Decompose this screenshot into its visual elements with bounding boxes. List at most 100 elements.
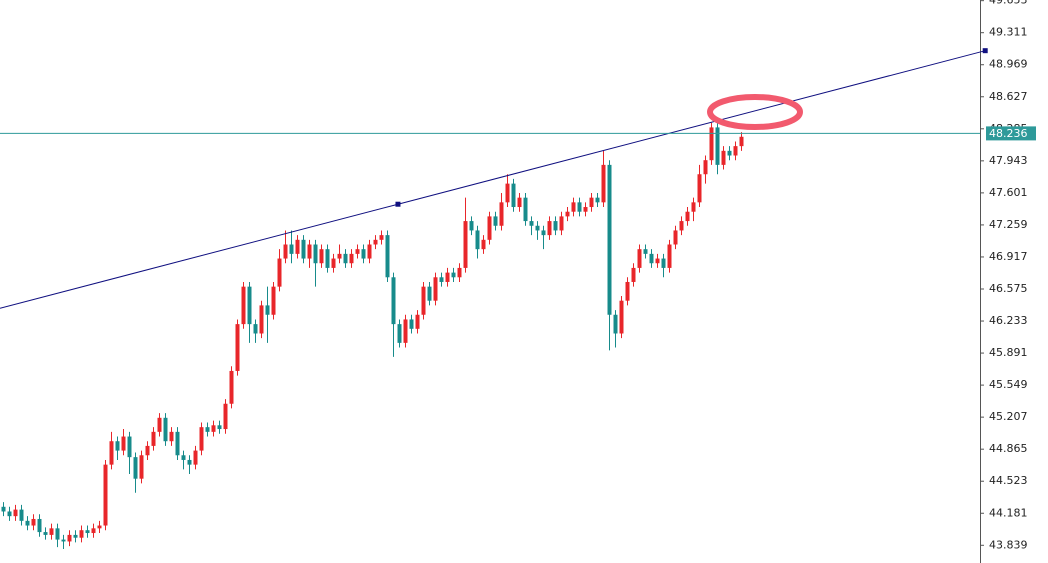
candle-body (103, 464, 108, 526)
candle-body (553, 221, 558, 231)
candle-body (679, 221, 684, 231)
candle-body (133, 457, 138, 479)
candle-body (451, 272, 456, 278)
candle-body (241, 286, 246, 325)
candle-body (61, 539, 66, 542)
candle-body (625, 281, 630, 301)
candle-body (439, 277, 444, 282)
candle-body (49, 528, 54, 535)
candle-body (121, 436, 126, 451)
candle-body (385, 235, 390, 278)
candle-body (373, 239, 378, 245)
trendline (397, 50, 986, 205)
candle-body (307, 244, 312, 259)
candle-body (577, 202, 582, 212)
candle-body (229, 370, 234, 404)
y-tick-label: 47.259 (989, 218, 1028, 231)
candle-body (649, 253, 654, 264)
candle-body (181, 455, 186, 460)
trendline-handle (982, 48, 988, 54)
candle-body (151, 431, 156, 446)
candle-body (685, 211, 690, 222)
candle-body (331, 258, 336, 268)
candle-body (175, 431, 180, 456)
candle-body (157, 417, 162, 432)
candle-body (655, 258, 660, 264)
candle-body (67, 534, 72, 542)
candle-body (583, 207, 588, 212)
candle-body (481, 239, 486, 250)
candle-body (79, 530, 84, 538)
trendline-handle (395, 201, 401, 207)
candle-body (739, 136, 744, 147)
candle-body (427, 286, 432, 301)
y-tick-label: 45.891 (989, 346, 1028, 359)
candle-body (529, 221, 534, 226)
y-tick-label: 46.233 (989, 314, 1028, 327)
candle-body (37, 518, 42, 533)
candle-body (547, 221, 552, 236)
candle-body (397, 324, 402, 343)
candle-body (205, 427, 210, 432)
candle-body (313, 244, 318, 264)
y-tick-label: 44.181 (989, 506, 1028, 519)
candle-body (523, 197, 528, 222)
candle-body (247, 286, 252, 325)
candle-body (469, 221, 474, 231)
candle-body (619, 300, 624, 334)
candle-body (607, 164, 612, 315)
candle-body (277, 258, 282, 287)
candle-body (595, 197, 600, 203)
y-tick-label: 48.627 (989, 90, 1028, 103)
candle-body (325, 249, 330, 268)
candle-body (19, 509, 24, 521)
candle-body (703, 160, 708, 175)
candle-body (349, 253, 354, 264)
candle-body (163, 417, 168, 442)
candle-body (709, 127, 714, 161)
candle-body (637, 249, 642, 268)
candle-body (55, 528, 60, 540)
candle-body (211, 425, 216, 432)
candle-body (265, 305, 270, 315)
candle-body (391, 277, 396, 325)
highlight-ellipse (707, 94, 803, 130)
candle-body (271, 286, 276, 315)
candle-body (97, 525, 102, 529)
candle-body (127, 436, 132, 458)
y-tick-label: 43.839 (989, 538, 1028, 551)
candle-body (1, 506, 6, 512)
y-tick-label: 45.549 (989, 378, 1028, 391)
y-tick-label: 47.943 (989, 154, 1028, 167)
candle-body (199, 427, 204, 451)
candle-body (91, 528, 96, 534)
candle-body (235, 324, 240, 371)
candle-body (445, 272, 450, 282)
candle-body (697, 174, 702, 203)
candle-body (355, 249, 360, 254)
candle-body (253, 324, 258, 334)
candle-body (667, 244, 672, 268)
candle-body (217, 425, 222, 430)
candle-body (727, 150, 732, 156)
candle-body (337, 253, 342, 259)
candle-body (535, 225, 540, 231)
candle-body (643, 249, 648, 254)
candle-body (187, 459, 192, 465)
candle-body (493, 216, 498, 226)
candle-body (541, 230, 546, 236)
candle-body (463, 221, 468, 268)
candle-body (361, 249, 366, 259)
current-price-box (986, 126, 1036, 141)
candle-body (289, 244, 294, 254)
candle-body (565, 211, 570, 217)
candle-body (283, 244, 288, 259)
candle-body (589, 197, 594, 208)
candle-body (559, 216, 564, 231)
candle-body (475, 230, 480, 250)
candle-body (421, 286, 426, 315)
candle-body (223, 403, 228, 430)
candle-body (109, 441, 114, 465)
y-tick-label: 47.601 (989, 186, 1028, 199)
